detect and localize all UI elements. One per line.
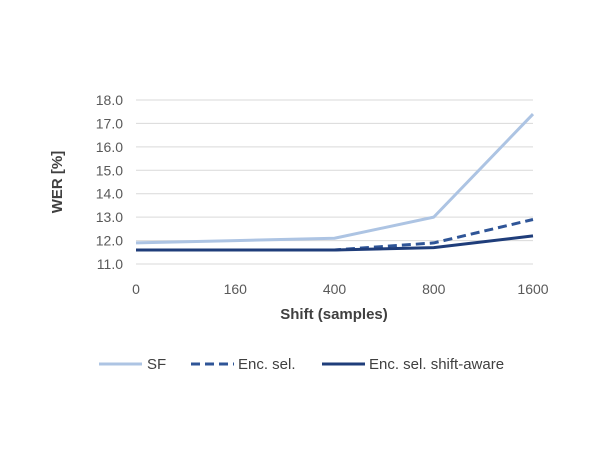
x-tick-label: 400 bbox=[323, 281, 347, 297]
y-tick-label: 16.0 bbox=[96, 139, 123, 155]
y-tick-label: 11.0 bbox=[97, 256, 123, 272]
x-tick-labels: 0 160 400 800 1600 bbox=[132, 281, 549, 297]
x-axis-title: Shift (samples) bbox=[280, 306, 388, 323]
y-tick-label: 12.0 bbox=[96, 233, 123, 249]
series-line-2 bbox=[136, 218, 534, 252]
series-lines bbox=[135, 113, 535, 252]
x-tick-label: 800 bbox=[422, 281, 446, 297]
x-tick-label: 1600 bbox=[517, 281, 548, 297]
series-line-1 bbox=[135, 113, 535, 245]
x-tick-label: 160 bbox=[224, 281, 248, 297]
legend: SF Enc. sel. Enc. sel. shift-aware bbox=[99, 356, 504, 373]
y-tick-label: 14.0 bbox=[96, 186, 123, 202]
y-tick-label: 13.0 bbox=[96, 209, 123, 225]
x-tick-label: 0 bbox=[132, 281, 140, 297]
y-tick-label: 18.0 bbox=[96, 92, 123, 108]
y-axis-title: WER [%] bbox=[49, 151, 66, 214]
legend-label: SF bbox=[147, 356, 166, 373]
legend-label: Enc. sel. bbox=[238, 356, 296, 373]
legend-label: Enc. sel. shift-aware bbox=[369, 356, 504, 373]
series-line-3 bbox=[136, 234, 534, 252]
y-tick-labels: 11.0 12.0 13.0 14.0 15.0 16.0 17.0 18.0 bbox=[96, 92, 123, 272]
y-tick-label: 17.0 bbox=[96, 115, 123, 131]
y-tick-label: 15.0 bbox=[96, 162, 123, 178]
